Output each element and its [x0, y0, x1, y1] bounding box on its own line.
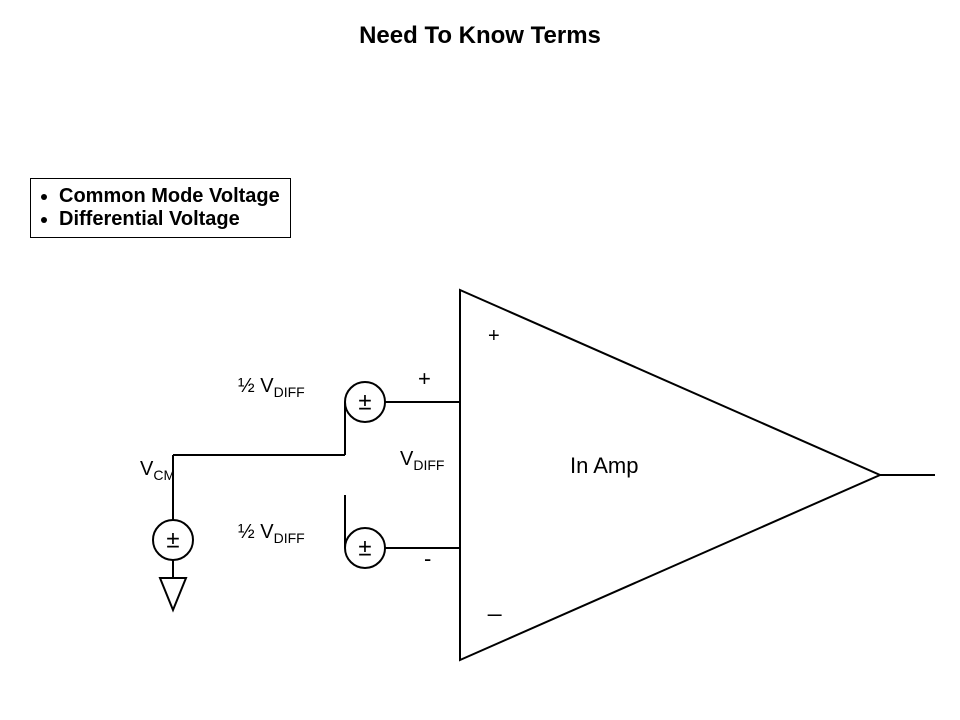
circuit-diagram: ± ± ± — [0, 0, 960, 720]
half-vdiff-bot: ½ VDIFF — [238, 521, 305, 546]
amp-plus-terminal: + — [488, 325, 500, 348]
plus-input-label: + — [418, 366, 431, 392]
half-vdiff-top: ½ VDIFF — [238, 375, 305, 400]
svg-text:±: ± — [358, 535, 371, 562]
amp-label: In Amp — [570, 453, 638, 479]
amp-minus-terminal: _ — [488, 590, 501, 618]
svg-text:±: ± — [358, 389, 371, 416]
minus-input-label: - — [424, 546, 431, 572]
vdiff-label: VDIFF — [400, 448, 444, 473]
vcm-label: VCM — [140, 458, 175, 483]
svg-text:±: ± — [166, 527, 179, 554]
